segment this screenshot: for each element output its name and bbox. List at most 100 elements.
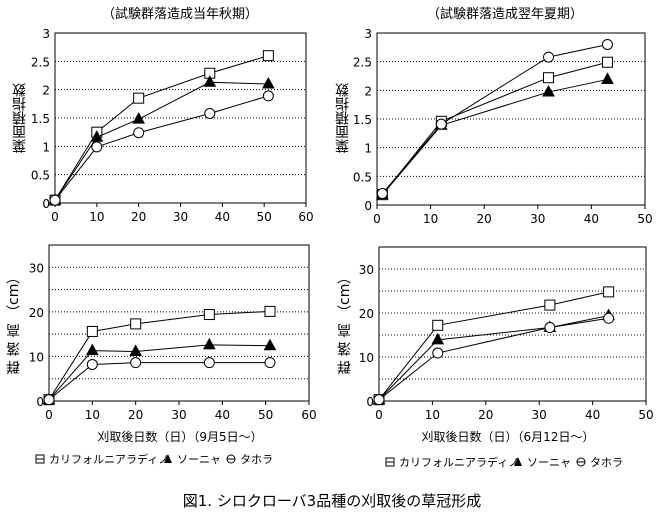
y-tick-label: 2	[364, 84, 372, 98]
series-line	[48, 310, 271, 400]
data-point	[90, 130, 104, 142]
x-tick-label: 20	[128, 408, 143, 422]
y-tick-label: 1.5	[31, 112, 50, 126]
x-tick-label: 50	[637, 212, 652, 226]
data-point	[129, 344, 143, 357]
y-tick-label: 1	[364, 142, 372, 156]
data-point	[202, 337, 216, 350]
data-point	[603, 286, 615, 298]
y-tick-label: 20	[359, 307, 374, 321]
series-line	[381, 61, 608, 195]
y-tick-label: 10	[29, 350, 44, 364]
y-tick-label: 10	[359, 351, 374, 365]
data-point	[431, 332, 445, 345]
chart-title-lai-summer: （試験群落造成翌年夏期）	[427, 6, 583, 22]
data-point	[49, 194, 61, 206]
x-tick-label: 0	[45, 408, 53, 422]
data-point	[432, 319, 444, 331]
data-point	[543, 72, 555, 84]
data-point	[85, 343, 99, 356]
series-square	[49, 50, 274, 206]
y-tick-label: 0.5	[31, 169, 50, 183]
y-tick-label: 3	[364, 27, 372, 41]
data-point	[203, 357, 215, 369]
data-point	[204, 107, 216, 119]
series-line	[54, 55, 269, 201]
x-tick-label: 40	[215, 210, 230, 224]
x-tick-label: 40	[584, 212, 599, 226]
x-tick-label: 0	[373, 212, 381, 226]
series-square	[43, 305, 276, 406]
chart-height-autumn: 0 10 20 30 40 50 60 0 10 20 30 群 落 高 （cm）	[6, 244, 317, 422]
y-tick-label: 0	[366, 395, 374, 409]
data-point	[435, 118, 447, 130]
figure-caption: 図1. シロクローバ3品種の刈取後の草冠形成	[183, 492, 481, 510]
legend-item: ソーニャ	[514, 456, 571, 469]
legend-item: タホラ	[226, 453, 273, 466]
legend-label: ソーニャ	[527, 456, 571, 469]
y-axis-label: 群 落 高 （cm）	[6, 270, 22, 375]
y-tick-label: 0.5	[353, 170, 372, 184]
series-triangle	[376, 72, 614, 200]
series-square	[373, 286, 615, 406]
y-tick-label: 30	[359, 263, 374, 277]
y-tick-label: 20	[29, 306, 44, 320]
data-point	[133, 127, 145, 139]
x-tick-label: 10	[85, 408, 100, 422]
x-tick-label: 20	[131, 210, 146, 224]
plot-frame	[376, 32, 646, 206]
y-tick-label: 3	[42, 27, 50, 41]
triangle-icon	[514, 457, 522, 466]
series-line	[54, 81, 269, 201]
y-tick-label: 0	[364, 199, 372, 213]
y-axis-label: 葉面積指数	[335, 83, 351, 153]
data-point	[130, 357, 142, 369]
series-triangle	[48, 75, 275, 205]
data-point	[264, 357, 276, 369]
data-point	[262, 76, 275, 89]
series-line	[48, 362, 270, 401]
y-tick-label: 0	[36, 395, 44, 409]
legend-item: カリフォルニアラディノ	[385, 455, 519, 469]
series-circle	[43, 357, 276, 406]
data-point	[544, 322, 556, 334]
series-line	[378, 291, 609, 400]
data-point	[601, 72, 614, 84]
legend-label: タホラ	[590, 456, 623, 469]
legend-item: タホラ	[576, 456, 623, 469]
series-line	[378, 317, 609, 401]
data-point	[133, 92, 145, 104]
series-triangle	[42, 337, 277, 405]
series-line	[381, 43, 608, 194]
x-tick-label: 30	[173, 210, 188, 224]
data-point	[86, 325, 98, 337]
data-point	[601, 56, 613, 68]
y-tick-label: 2.5	[353, 56, 372, 70]
legend-right: カリフォルニアラディノ ソーニャ タホラ	[385, 455, 623, 469]
x-tick-label: 30	[171, 408, 186, 422]
y-tick-label: 2	[42, 84, 50, 98]
series-circle	[373, 312, 615, 406]
legend-label: カリフォルニアラディノ	[399, 455, 519, 469]
x-tick-label: 60	[301, 408, 316, 422]
series-circle	[49, 90, 274, 206]
x-tick-label: 0	[375, 408, 383, 422]
x-tick-label: 50	[258, 408, 273, 422]
plot-frame	[48, 244, 310, 402]
data-point	[373, 394, 385, 406]
legend-label: ソーニャ	[177, 453, 221, 466]
x-tick-label: 40	[585, 408, 600, 422]
series-line	[378, 315, 609, 401]
series-line	[381, 78, 608, 196]
data-point	[542, 85, 555, 97]
x-tick-label: 40	[215, 408, 230, 422]
data-point	[43, 394, 55, 406]
legend-label: カリフォルニアラディノ	[49, 452, 169, 466]
plot-frame	[378, 246, 647, 402]
data-point	[91, 141, 103, 153]
y-tick-label: 0	[42, 197, 50, 211]
data-point	[544, 299, 556, 311]
data-point	[132, 112, 146, 124]
series-circle	[376, 38, 613, 200]
data-point	[263, 338, 277, 351]
